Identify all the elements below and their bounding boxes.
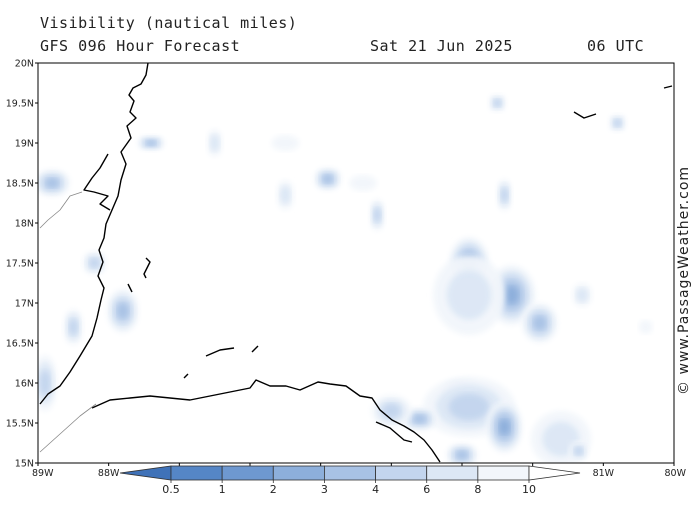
forecast-hour-label: GFS 096 Hour Forecast <box>40 37 241 55</box>
fog-patch <box>413 414 426 424</box>
lat-label: 15.5N <box>6 419 34 430</box>
fog-patch <box>349 175 378 191</box>
fog-patch <box>493 99 502 107</box>
lon-label: 89W <box>32 468 54 479</box>
fog-patch <box>279 185 291 205</box>
fog-patch <box>448 393 490 421</box>
legend-label: 4 <box>372 483 379 496</box>
visibility-legend: 0.5 1 2 3 4 6 8 10 <box>119 465 581 496</box>
lat-label: 18.5N <box>6 179 34 190</box>
fog-patch <box>574 446 583 456</box>
legend-swatch <box>272 465 325 481</box>
legend-label: 10 <box>522 483 536 496</box>
legend-label: 6 <box>423 483 430 496</box>
fog-patch <box>68 319 78 335</box>
fog-patch <box>575 287 589 303</box>
fog-patch <box>322 174 333 184</box>
lon-label: 88W <box>98 468 120 479</box>
fog-patch <box>504 286 519 304</box>
border-guatemala <box>39 191 83 229</box>
fog-patch <box>446 270 492 320</box>
fog-patch <box>271 135 300 151</box>
credit-text: © www.PassageWeather.com <box>676 165 692 395</box>
legend-swatch <box>477 465 530 481</box>
lat-label: 20N <box>15 59 34 70</box>
legend-swatch <box>426 465 479 481</box>
border-honduras <box>39 403 97 453</box>
fog-layer <box>38 94 653 463</box>
lat-label: 19.5N <box>6 99 34 110</box>
island-turneffe <box>127 283 133 293</box>
legend-swatch <box>119 465 172 481</box>
legend-label: 1 <box>219 483 226 496</box>
coastline-layer <box>39 63 673 463</box>
fog-patch <box>45 178 59 188</box>
map-title: Visibility (nautical miles) <box>40 14 298 32</box>
latitude-axis: 20N 19.5N 19N 18.5N 18N 17.5N 17N 16.5N 16N 15.5N… <box>6 59 38 470</box>
forecast-time-label: 06 UTC <box>587 37 645 55</box>
legend-label: 8 <box>474 483 481 496</box>
mosquitia-lagoons <box>375 421 413 443</box>
forecast-date-label: Sat 21 Jun 2025 <box>370 37 513 55</box>
lat-label: 16.5N <box>6 339 34 350</box>
lat-label: 19N <box>15 139 34 150</box>
coastline-yucatan-west <box>83 153 111 211</box>
fog-patch <box>613 119 622 127</box>
legend-swatch <box>528 465 581 481</box>
lon-label: 81W <box>593 468 615 479</box>
legend-swatch <box>170 465 223 481</box>
lon-label: 80W <box>665 468 687 479</box>
fog-patch <box>209 134 220 152</box>
fog-patch <box>500 187 508 203</box>
legend-label: 3 <box>321 483 328 496</box>
cayman-islands <box>573 111 597 119</box>
fog-patch <box>533 316 547 330</box>
fog-patch <box>456 450 468 460</box>
fog-patch <box>146 140 156 146</box>
coastline-honduras <box>91 379 441 463</box>
map-frame <box>37 62 675 464</box>
legend-swatch <box>375 465 428 481</box>
lat-label: 17N <box>15 299 34 310</box>
bay-islands-2 <box>251 345 259 353</box>
fog-patch <box>638 320 653 334</box>
fog-patch <box>382 403 401 419</box>
fog-patch <box>499 419 510 435</box>
legend-swatch <box>221 465 274 481</box>
lat-label: 18N <box>15 219 34 230</box>
fog-patch <box>39 370 51 396</box>
island-ambergris <box>143 257 151 279</box>
legend-label: 0.5 <box>162 483 180 496</box>
fog-patch <box>373 207 381 223</box>
island-guanaja <box>183 373 189 379</box>
fog-patch <box>89 257 100 269</box>
lat-label: 17.5N <box>6 259 34 270</box>
legend-label: 2 <box>270 483 277 496</box>
bay-islands <box>205 347 235 357</box>
lat-label: 16N <box>15 379 34 390</box>
lat-label: 15N <box>15 459 34 470</box>
legend-swatch <box>324 465 376 481</box>
coastline-yucatan <box>39 63 149 405</box>
cayman-brac <box>663 85 673 89</box>
fog-patch <box>117 303 129 319</box>
